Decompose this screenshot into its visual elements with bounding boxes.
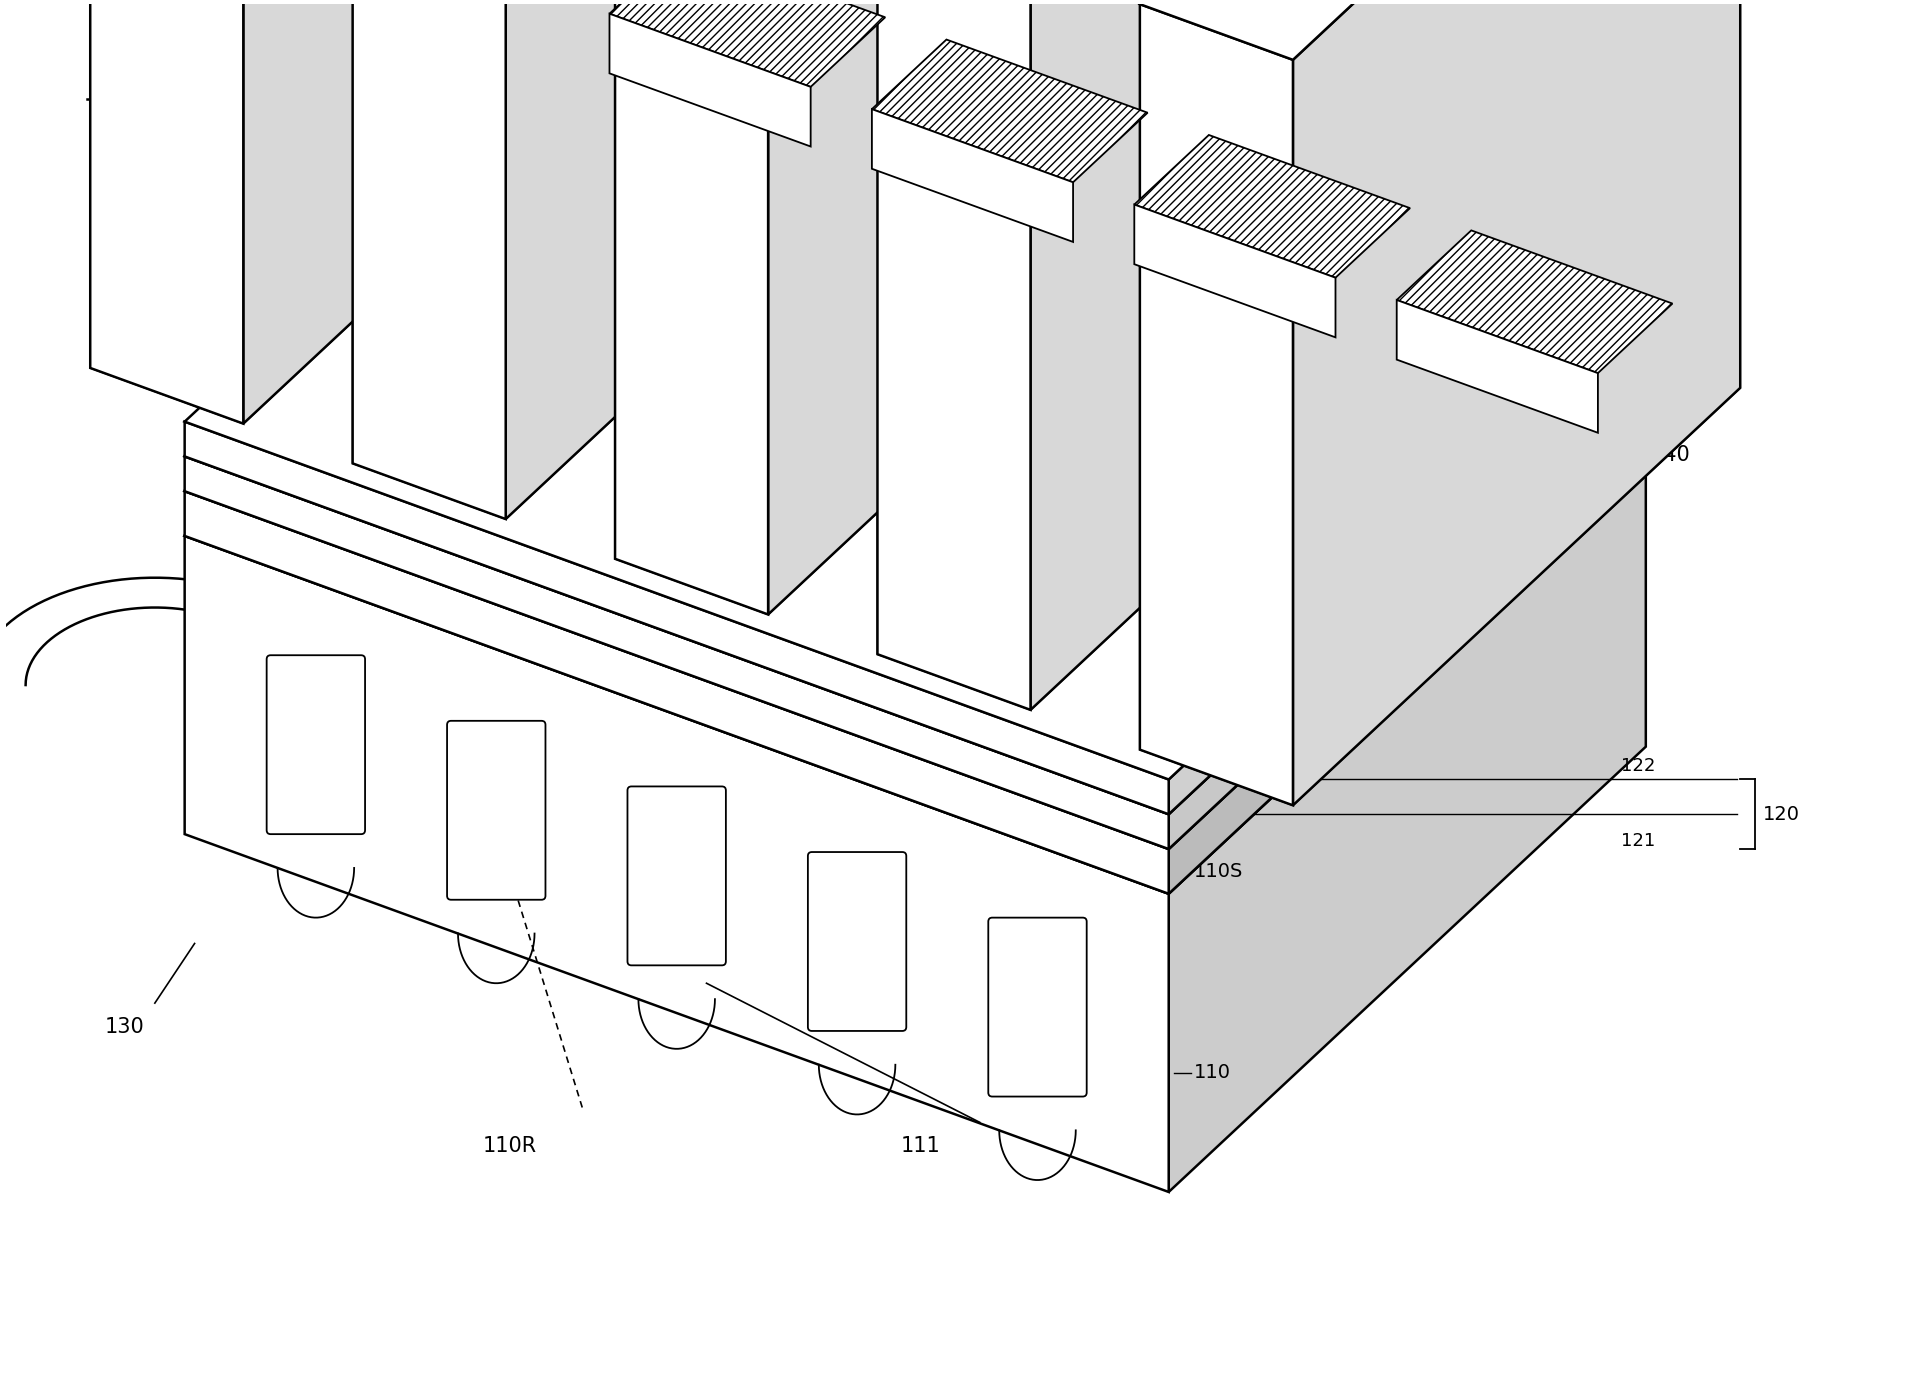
FancyBboxPatch shape	[988, 918, 1087, 1097]
Polygon shape	[185, 0, 1646, 780]
FancyBboxPatch shape	[627, 787, 727, 965]
Polygon shape	[1339, 0, 1419, 564]
Polygon shape	[353, 46, 954, 519]
Polygon shape	[185, 457, 1169, 849]
FancyBboxPatch shape	[446, 720, 545, 900]
Polygon shape	[185, 536, 1169, 1192]
Text: 121: 121	[1621, 832, 1655, 850]
Polygon shape	[1240, 0, 1320, 656]
Polygon shape	[610, 14, 810, 147]
Polygon shape	[913, 0, 994, 281]
Polygon shape	[871, 109, 1074, 242]
Polygon shape	[185, 46, 1646, 849]
Polygon shape	[505, 0, 954, 519]
Polygon shape	[353, 0, 433, 464]
Polygon shape	[610, 0, 885, 87]
Polygon shape	[1175, 0, 1255, 375]
Text: 101: 101	[95, 79, 139, 102]
Polygon shape	[1396, 230, 1672, 373]
Polygon shape	[1140, 0, 1741, 60]
Text: 120: 120	[1764, 805, 1800, 824]
Text: 140: 140	[1651, 446, 1690, 465]
Polygon shape	[1140, 0, 1219, 749]
Polygon shape	[1396, 301, 1598, 432]
Polygon shape	[877, 0, 1030, 711]
Polygon shape	[650, 0, 730, 186]
Polygon shape	[185, 492, 1169, 893]
Polygon shape	[877, 0, 957, 654]
FancyBboxPatch shape	[267, 655, 364, 834]
Polygon shape	[189, 0, 269, 276]
Polygon shape	[1135, 134, 1409, 278]
Text: 111: 111	[900, 1136, 940, 1156]
Polygon shape	[244, 0, 690, 424]
Polygon shape	[616, 0, 694, 558]
Polygon shape	[1438, 0, 1518, 471]
Polygon shape	[90, 0, 690, 424]
Polygon shape	[389, 0, 467, 90]
Polygon shape	[1135, 205, 1335, 338]
Text: 110S: 110S	[1194, 861, 1243, 881]
Polygon shape	[551, 0, 631, 278]
Text: 110: 110	[1194, 1064, 1230, 1082]
Polygon shape	[715, 0, 793, 465]
Polygon shape	[90, 0, 244, 424]
Polygon shape	[290, 0, 368, 183]
Polygon shape	[616, 0, 769, 615]
Polygon shape	[185, 421, 1169, 814]
Polygon shape	[1169, 334, 1646, 814]
Text: 110R: 110R	[482, 1136, 538, 1156]
Polygon shape	[877, 237, 1478, 711]
Polygon shape	[616, 141, 1215, 615]
Polygon shape	[1140, 4, 1293, 805]
Polygon shape	[1293, 0, 1741, 805]
Polygon shape	[1140, 332, 1741, 805]
Polygon shape	[1169, 449, 1646, 1192]
Polygon shape	[1169, 404, 1646, 893]
Polygon shape	[814, 0, 892, 374]
Polygon shape	[871, 40, 1148, 183]
Polygon shape	[1169, 368, 1646, 849]
Polygon shape	[90, 0, 170, 368]
Text: 130: 130	[105, 1017, 145, 1037]
Polygon shape	[1030, 0, 1478, 711]
Polygon shape	[1076, 0, 1156, 468]
Polygon shape	[976, 0, 1056, 561]
Polygon shape	[452, 0, 532, 371]
Polygon shape	[185, 11, 1646, 814]
Text: 122: 122	[1621, 756, 1655, 774]
Polygon shape	[769, 0, 1215, 615]
Polygon shape	[353, 0, 505, 519]
Polygon shape	[185, 90, 1646, 893]
FancyBboxPatch shape	[809, 852, 906, 1030]
